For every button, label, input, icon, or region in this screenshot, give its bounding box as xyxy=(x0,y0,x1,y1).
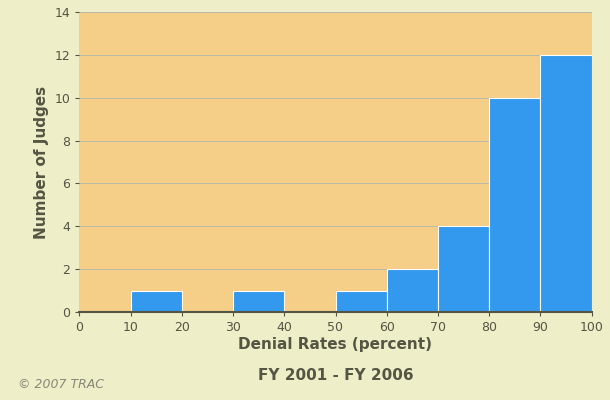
Bar xyxy=(438,226,489,312)
Bar xyxy=(540,55,592,312)
Bar xyxy=(387,269,438,312)
Bar xyxy=(233,290,284,312)
Y-axis label: Number of Judges: Number of Judges xyxy=(34,86,49,238)
Text: FY 2001 - FY 2006: FY 2001 - FY 2006 xyxy=(257,368,414,384)
Bar xyxy=(336,290,387,312)
Bar xyxy=(131,290,182,312)
Text: © 2007 TRAC: © 2007 TRAC xyxy=(18,378,104,390)
X-axis label: Denial Rates (percent): Denial Rates (percent) xyxy=(239,337,432,352)
Bar xyxy=(489,98,540,312)
